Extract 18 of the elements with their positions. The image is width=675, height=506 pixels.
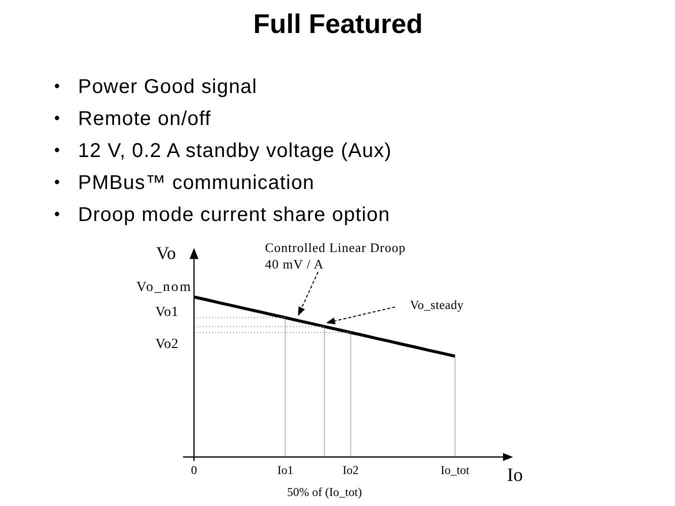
annotation: Vo_steady (410, 298, 464, 312)
x-tick-label: Io_tot (440, 463, 470, 477)
text: Controlled Linear Droop 40 mV / A (265, 240, 406, 272)
x-tick-label: Io2 (342, 463, 359, 477)
text: Power Good signal (78, 76, 258, 98)
text: Vo_nom (136, 280, 192, 295)
y-axis-title: Vo (156, 243, 176, 263)
text: Vo1 (155, 305, 179, 320)
text: Vo2 (155, 337, 179, 352)
x-axis-title: Io (507, 465, 523, 486)
x-tick-label: Io1 (277, 463, 294, 477)
text: Remote on/off (78, 108, 212, 130)
x-tick-label: 50% of (Io_tot) (287, 485, 362, 499)
text: PMBus™ communication (78, 172, 315, 194)
chart-title: Full Featured (253, 9, 423, 39)
text: Droop mode current share option (78, 204, 390, 226)
x-tick-label: 0 (191, 463, 197, 477)
text: 12 V, 0.2 A standby voltage (Aux) (78, 140, 392, 162)
